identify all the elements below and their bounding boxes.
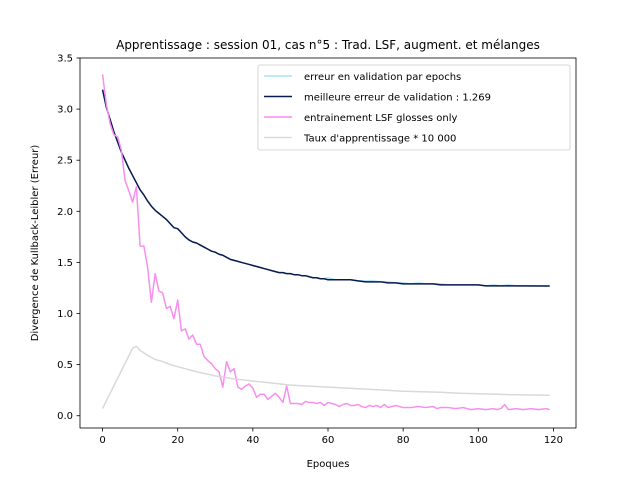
plot-area: [101, 74, 550, 411]
y-axis: 0.0 0.5 1.0 1.5 2.0 2.5 3.0 3.5: [57, 54, 80, 422]
series-line-3: [101, 74, 550, 411]
legend-label: entrainement LSF glosses only: [304, 113, 458, 124]
x-tick-label: 120: [544, 435, 563, 446]
y-tick-label: 3.5: [57, 54, 73, 65]
legend-label: Taux d'apprentissage * 10 000: [303, 134, 456, 145]
x-axis-label: Epoques: [307, 459, 350, 470]
x-tick-label: 20: [171, 435, 184, 446]
y-tick-label: 0.0: [57, 411, 73, 422]
y-tick-label: 1.5: [57, 258, 73, 269]
legend-label: erreur en validation par epochs: [304, 72, 461, 83]
chart-title: Apprentissage : session 01, cas n°5 : Tr…: [116, 38, 540, 52]
y-tick-label: 2.0: [57, 207, 73, 218]
legend: erreur en validation par epochs meilleure…: [257, 64, 571, 151]
series-line-4: [101, 345, 550, 409]
legend-box: [257, 64, 571, 151]
x-tick-label: 60: [322, 435, 335, 446]
x-tick-label: 100: [469, 435, 488, 446]
y-tick-label: 0.5: [57, 360, 73, 371]
x-tick-label: 80: [397, 435, 410, 446]
y-tick-label: 1.0: [57, 309, 73, 320]
legend-label: meilleure erreur de validation : 1.269: [304, 93, 491, 104]
y-axis-label: Divergence de Kullback-Leibler (Erreur): [30, 145, 41, 342]
y-tick-label: 2.5: [57, 156, 73, 167]
x-axis: 0 20 40 60 80 100 120: [99, 428, 563, 446]
x-tick-label: 0: [99, 435, 105, 446]
y-tick-label: 3.0: [57, 105, 73, 116]
series-line-2: [101, 89, 550, 287]
x-tick-label: 40: [246, 435, 259, 446]
